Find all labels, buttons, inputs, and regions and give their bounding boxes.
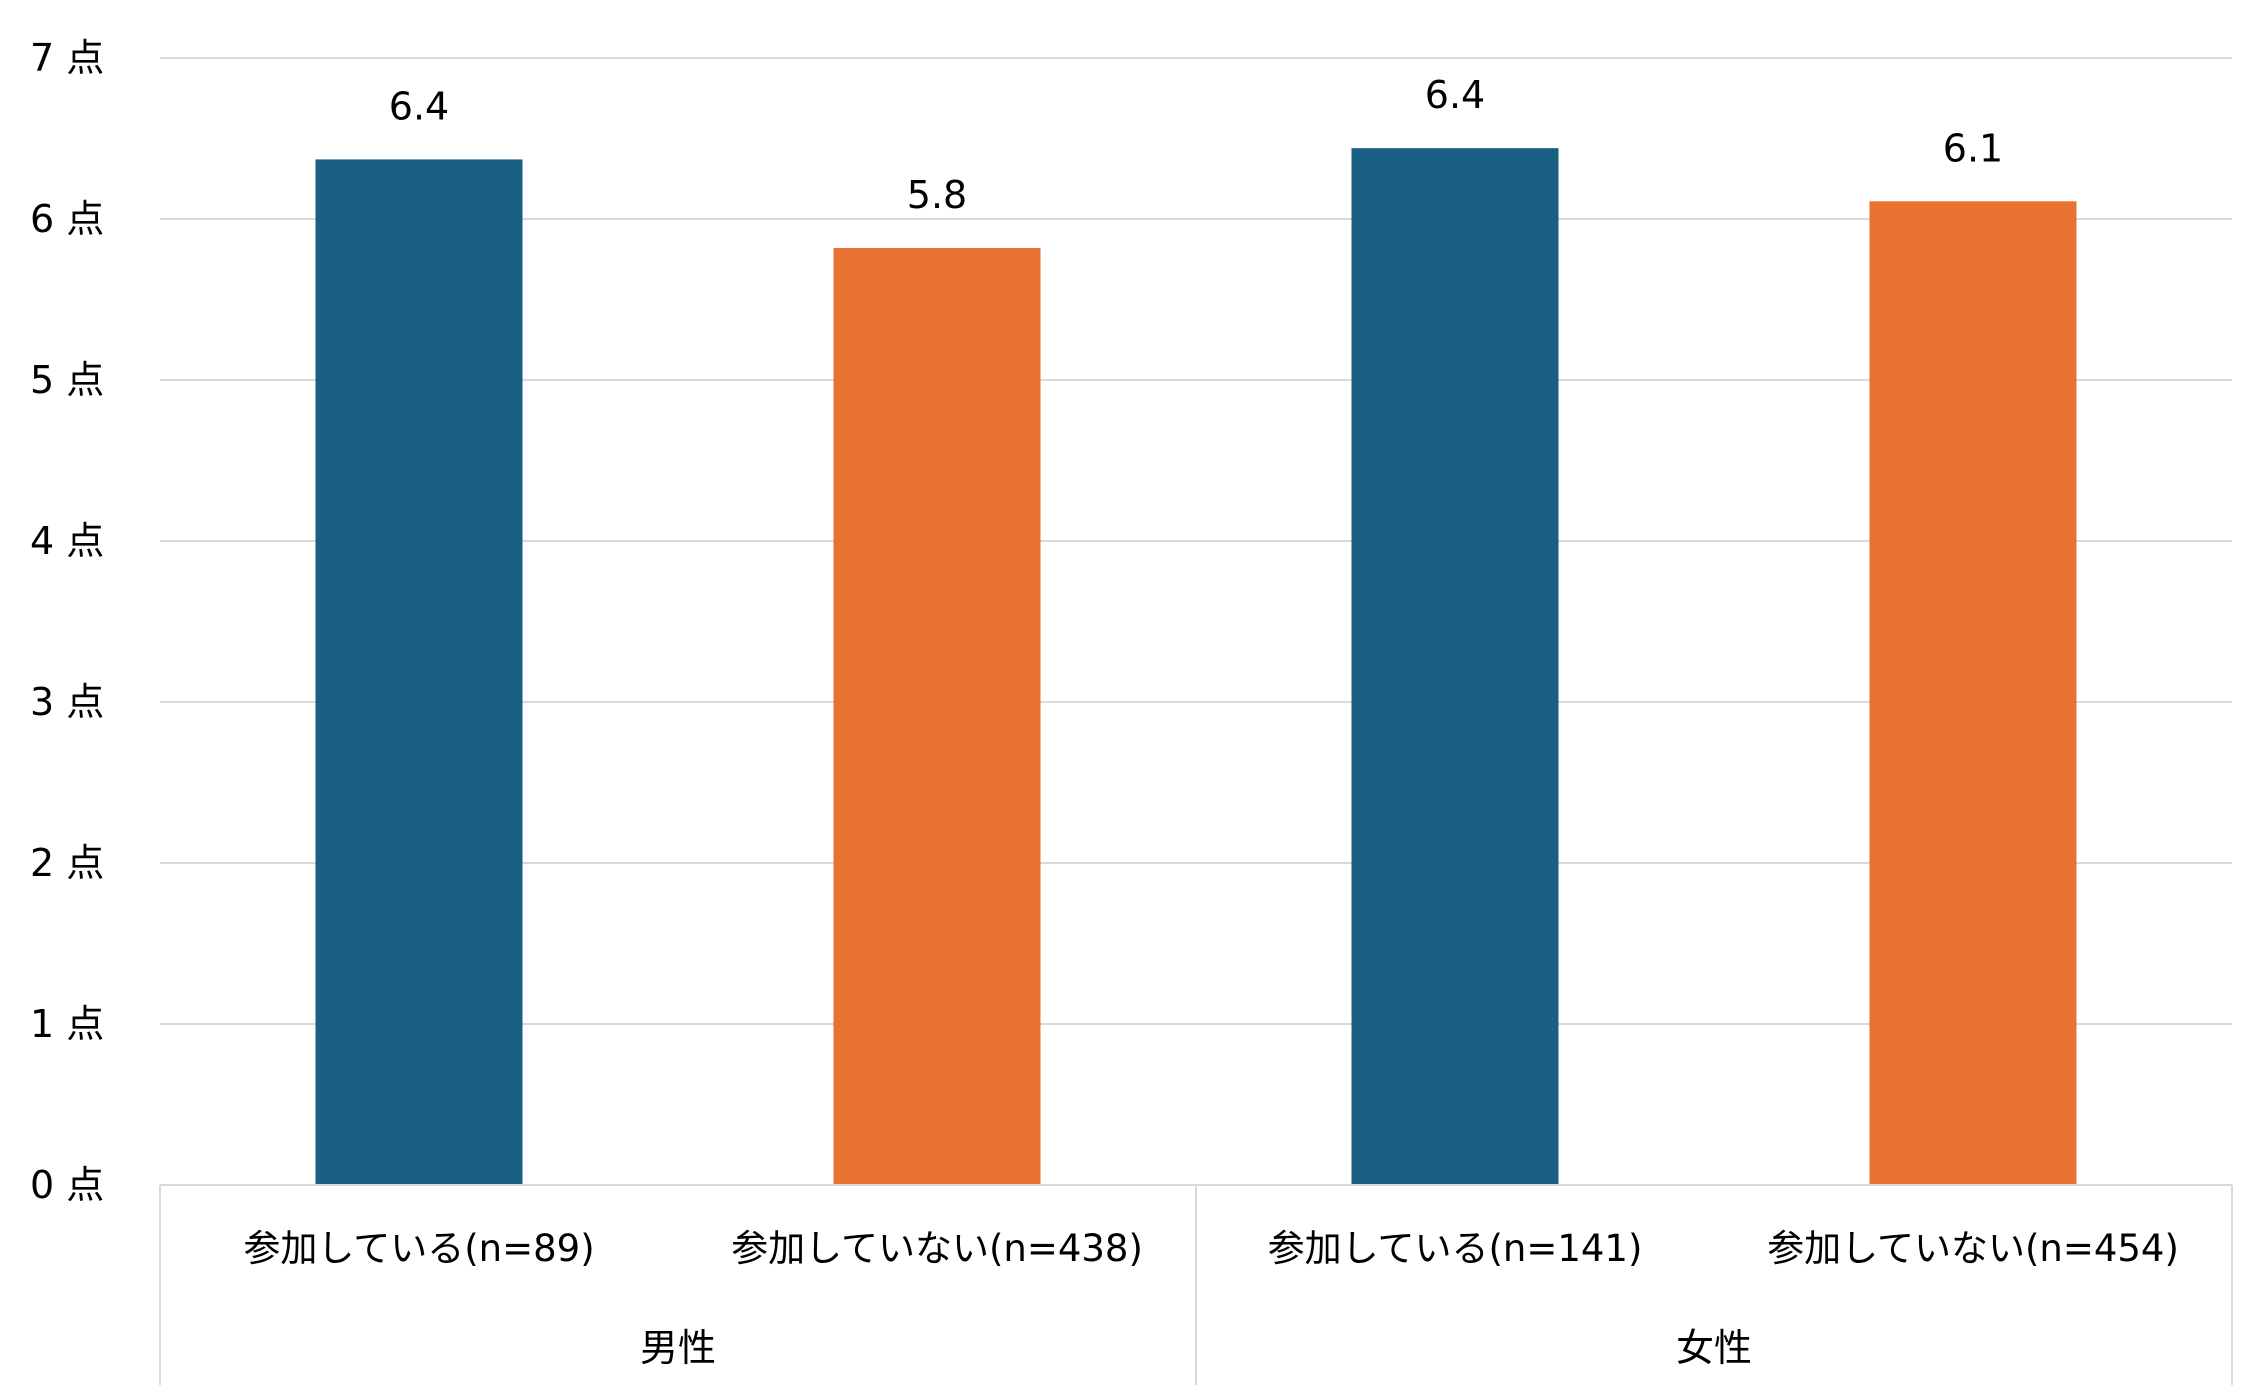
bar [1351,148,1559,1185]
bar [833,247,1041,1186]
y-axis-tick-labels: 0 点 1 点 2 点 3 点 4 点 5 点 6 点 7 点 [30,36,104,1207]
y-tick-label: 6 点 [30,197,104,241]
y-tick-label: 4 点 [30,519,104,563]
y-tick-label: 5 点 [30,358,104,402]
group-label: 女性 [1676,1326,1752,1370]
bar [315,159,523,1186]
y-tick-label: 7 点 [30,36,104,80]
bar [1869,201,2077,1186]
data-label: 6.1 [1943,126,2003,170]
y-tick-label: 3 点 [30,680,104,724]
data-labels: 6.4 5.8 6.4 6.1 [389,73,2003,217]
data-label: 6.4 [389,84,449,128]
category-label: 参加している(n=89) [243,1227,594,1270]
y-tick-label: 2 点 [30,841,104,885]
category-label: 参加していない(n=438) [731,1227,1143,1270]
y-tick-label: 1 点 [30,1002,104,1046]
group-label: 男性 [640,1326,716,1370]
y-tick-label: 0 点 [30,1163,104,1207]
x-axis: 参加している(n=89) 参加していない(n=438) 男性 参加している(n=141… [159,1184,2233,1385]
data-label: 5.8 [907,173,967,217]
data-label: 6.4 [1425,73,1485,117]
category-label: 参加している(n=141) [1268,1227,1643,1270]
bars [315,148,2077,1186]
category-label: 参加していない(n=454) [1767,1227,2179,1270]
